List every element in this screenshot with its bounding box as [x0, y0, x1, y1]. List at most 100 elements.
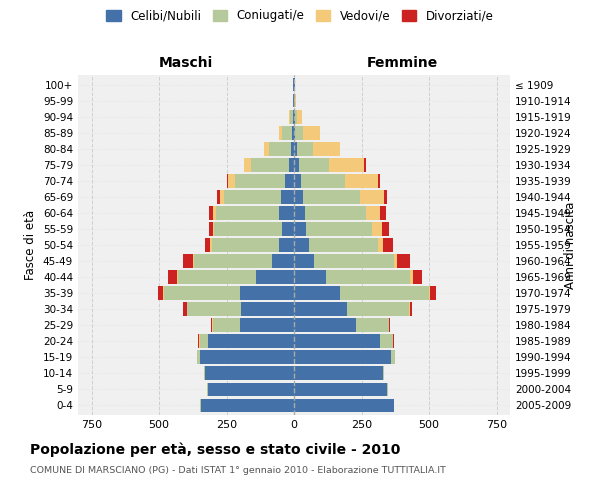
Bar [272, 254, 294, 268]
Bar [235, 174, 284, 188]
Y-axis label: Fasce di età: Fasce di età [25, 210, 37, 280]
Bar [213, 206, 216, 220]
Bar [289, 110, 290, 124]
Bar [292, 126, 294, 140]
Bar [279, 126, 281, 140]
Bar [293, 110, 294, 124]
Bar [380, 334, 392, 348]
Bar [329, 158, 364, 172]
Bar [284, 174, 294, 188]
Bar [372, 222, 382, 236]
Bar [197, 350, 199, 364]
Bar [294, 286, 340, 300]
Bar [294, 110, 295, 124]
Bar [241, 302, 294, 316]
Bar [389, 318, 391, 332]
Bar [326, 270, 410, 284]
Bar [314, 254, 394, 268]
Bar [209, 206, 213, 220]
Bar [163, 286, 164, 300]
Bar [305, 206, 365, 220]
Bar [385, 190, 387, 203]
Bar [299, 158, 329, 172]
Bar [205, 238, 211, 252]
Bar [256, 270, 294, 284]
Bar [224, 190, 281, 203]
Text: Maschi: Maschi [159, 56, 213, 70]
Bar [391, 350, 395, 364]
Bar [251, 158, 289, 172]
Bar [430, 286, 436, 300]
Bar [297, 110, 302, 124]
Bar [346, 174, 378, 188]
Bar [187, 302, 241, 316]
Bar [409, 302, 410, 316]
Bar [289, 158, 294, 172]
Bar [365, 206, 380, 220]
Bar [294, 158, 299, 172]
Bar [301, 174, 346, 188]
Bar [213, 222, 214, 236]
Y-axis label: Anni di nascita: Anni di nascita [564, 202, 577, 288]
Bar [294, 190, 304, 203]
Bar [214, 222, 282, 236]
Bar [213, 318, 240, 332]
Bar [304, 190, 360, 203]
Bar [210, 238, 212, 252]
Bar [304, 126, 320, 140]
Bar [199, 350, 294, 364]
Bar [410, 302, 412, 316]
Bar [183, 302, 187, 316]
Bar [294, 318, 356, 332]
Bar [306, 222, 372, 236]
Bar [279, 238, 294, 252]
Bar [295, 94, 296, 108]
Bar [294, 334, 380, 348]
Bar [211, 318, 212, 332]
Bar [378, 238, 383, 252]
Bar [356, 318, 389, 332]
Text: Popolazione per età, sesso e stato civile - 2010: Popolazione per età, sesso e stato civil… [30, 442, 400, 457]
Bar [184, 254, 193, 268]
Bar [294, 222, 306, 236]
Bar [244, 158, 251, 172]
Bar [240, 318, 294, 332]
Bar [279, 206, 294, 220]
Bar [295, 110, 297, 124]
Bar [169, 270, 176, 284]
Bar [269, 142, 291, 156]
Bar [201, 398, 294, 412]
Bar [378, 174, 380, 188]
Bar [294, 206, 305, 220]
Bar [208, 334, 294, 348]
Bar [296, 142, 313, 156]
Bar [380, 206, 386, 220]
Bar [282, 222, 294, 236]
Bar [394, 254, 397, 268]
Bar [294, 142, 296, 156]
Bar [220, 190, 224, 203]
Bar [294, 238, 309, 252]
Bar [294, 350, 391, 364]
Bar [227, 174, 228, 188]
Bar [309, 238, 378, 252]
Bar [347, 302, 409, 316]
Bar [264, 142, 269, 156]
Bar [294, 382, 387, 396]
Bar [240, 286, 294, 300]
Bar [294, 174, 301, 188]
Bar [383, 366, 385, 380]
Bar [205, 366, 294, 380]
Bar [364, 158, 365, 172]
Bar [294, 302, 347, 316]
Bar [410, 270, 413, 284]
Bar [158, 286, 163, 300]
Bar [340, 286, 429, 300]
Bar [294, 126, 295, 140]
Bar [194, 254, 272, 268]
Text: Femmine: Femmine [367, 56, 437, 70]
Bar [217, 190, 220, 203]
Bar [413, 270, 422, 284]
Bar [382, 222, 389, 236]
Bar [228, 174, 235, 188]
